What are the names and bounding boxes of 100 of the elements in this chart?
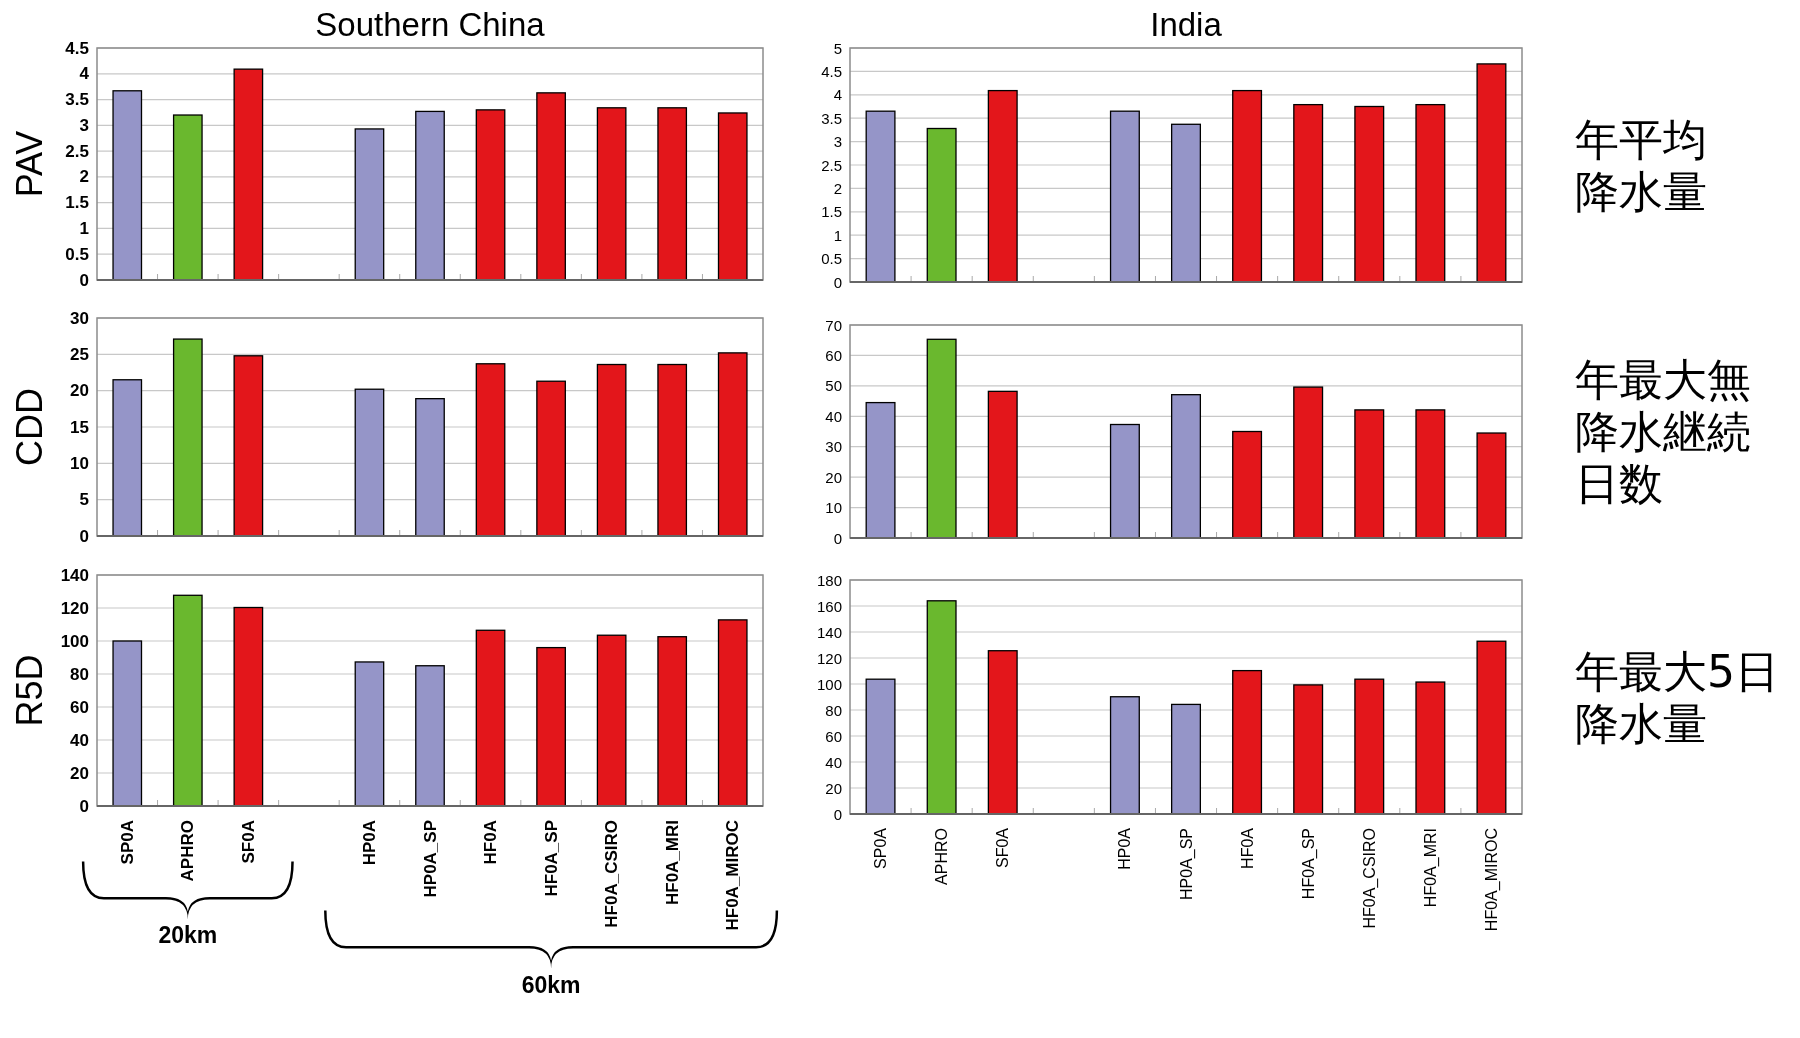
x-tick-label: HF0A — [481, 820, 501, 865]
y-axis-title: CDD — [9, 388, 50, 466]
bar — [1232, 669, 1263, 815]
x-tick-label: HF0A_MIROC — [723, 820, 743, 931]
y-tick-label: 2 — [833, 179, 842, 197]
bar — [865, 401, 896, 539]
y-tick-label: 40 — [70, 730, 89, 750]
bar — [1415, 681, 1446, 815]
x-tick-label: HF0A_SP — [541, 820, 561, 897]
bar — [1293, 386, 1324, 539]
bar — [475, 363, 506, 537]
text: 60km — [521, 971, 581, 998]
bar — [1170, 703, 1201, 815]
y-tick-label: 140 — [816, 623, 842, 641]
y-tick-label: 0 — [833, 529, 842, 547]
y-tick-label: 50 — [825, 377, 842, 395]
y-tick-label: 40 — [825, 407, 842, 425]
bar — [987, 89, 1018, 283]
y-tick-label: 5 — [833, 39, 842, 57]
y-tick-label: 20 — [70, 381, 89, 401]
y-tick-label: 5 — [79, 490, 89, 510]
y-tick-label: 1 — [79, 218, 89, 238]
y-tick-label: 4 — [833, 86, 842, 104]
bar — [926, 338, 957, 539]
bar — [536, 92, 566, 281]
y-tick-label: 0 — [833, 273, 842, 291]
bar — [1232, 430, 1263, 539]
chart-title: India — [1150, 6, 1223, 43]
x-tick-label: SP0A — [872, 827, 890, 869]
text: 降水量 — [1575, 165, 1707, 217]
bar — [1476, 432, 1507, 539]
bar — [1109, 110, 1140, 283]
y-tick-label: 10 — [70, 453, 89, 473]
y-tick-label: 20 — [825, 468, 842, 486]
y-tick-label: 1 — [833, 226, 842, 244]
bar — [1415, 103, 1446, 283]
y-tick-label: 4.5 — [821, 62, 842, 80]
bar — [536, 646, 566, 807]
bar — [233, 355, 264, 537]
bar — [475, 109, 506, 281]
y-tick-label: 120 — [60, 598, 89, 618]
bar — [354, 388, 385, 537]
y-tick-label: 120 — [816, 649, 842, 667]
bar — [1415, 409, 1446, 539]
x-tick-label: HF0A — [1238, 827, 1256, 869]
bar — [1109, 696, 1140, 815]
bar — [1170, 123, 1201, 283]
y-tick-label: 20 — [70, 763, 89, 783]
y-tick-label: 70 — [825, 316, 842, 334]
y-tick-label: 180 — [816, 571, 842, 589]
bar — [657, 636, 688, 807]
y-tick-label: 30 — [825, 438, 842, 456]
text: 降水継続 — [1575, 406, 1751, 457]
y-tick-label: 100 — [60, 631, 89, 651]
bar — [1232, 89, 1263, 283]
y-tick-label: 0 — [79, 526, 89, 546]
y-tick-label: 100 — [816, 675, 842, 693]
y-tick-label: 0 — [833, 805, 842, 823]
y-tick-label: 3.5 — [65, 90, 89, 110]
y-tick-label: 0 — [79, 796, 89, 816]
text: 20km — [158, 922, 218, 949]
y-tick-label: 80 — [70, 664, 89, 684]
y-tick-label: 60 — [825, 727, 842, 745]
bar — [1354, 105, 1385, 283]
bar — [536, 380, 566, 537]
y-tick-label: 40 — [825, 753, 842, 771]
bar — [233, 68, 264, 281]
x-tick-label: HF0A_SP — [1299, 828, 1318, 900]
text: 年最大5日 — [1575, 645, 1779, 697]
text: 年最大無 — [1575, 354, 1751, 405]
bar — [172, 114, 203, 281]
x-tick-label: HP0A — [1116, 827, 1134, 870]
x-tick-label: HF0A_CSIRO — [602, 820, 622, 928]
bar — [172, 594, 203, 807]
bar — [717, 352, 748, 537]
bar — [354, 128, 385, 281]
bar — [926, 127, 957, 283]
x-tick-label: APHRO — [933, 828, 951, 885]
bar — [415, 665, 445, 807]
y-tick-label: 0.5 — [65, 244, 89, 264]
x-tick-label: HP0A_SP — [420, 820, 440, 898]
bar — [717, 619, 748, 807]
y-tick-label: 3.5 — [821, 109, 842, 127]
y-tick-label: 60 — [70, 697, 89, 717]
bar — [415, 398, 445, 537]
bar — [987, 390, 1018, 539]
y-tick-label: 0 — [79, 270, 89, 290]
bar — [926, 600, 957, 815]
bar — [1354, 409, 1385, 539]
y-tick-label: 1.5 — [65, 193, 89, 213]
y-tick-label: 0.5 — [821, 250, 842, 268]
bar — [1293, 103, 1324, 283]
y-tick-label: 1.5 — [821, 203, 842, 221]
bar — [172, 338, 203, 537]
y-tick-label: 20 — [825, 779, 842, 797]
x-tick-label: SF0A — [994, 827, 1012, 869]
bar — [1476, 63, 1507, 283]
bar — [717, 112, 748, 281]
bar — [1293, 684, 1324, 815]
x-tick-label: SF0A — [238, 820, 258, 864]
